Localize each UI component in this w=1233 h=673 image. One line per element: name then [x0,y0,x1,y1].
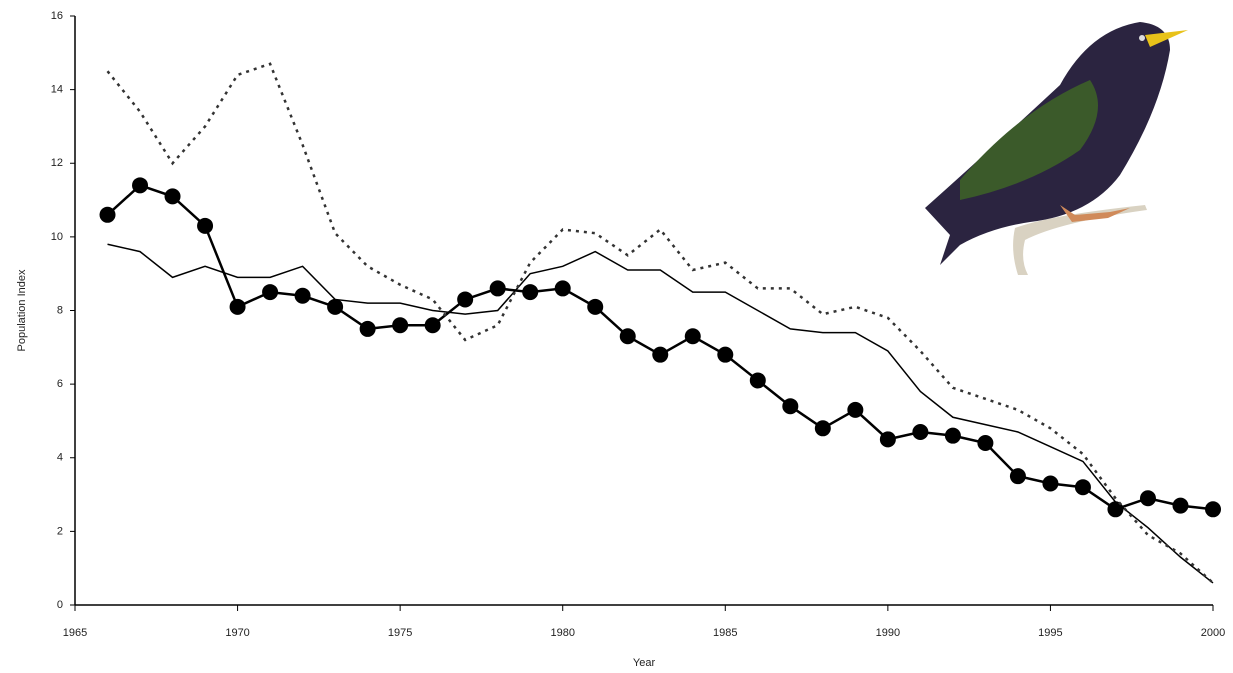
data-point [425,317,441,333]
starling-illustration [925,22,1188,275]
data-point [652,347,668,363]
x-tick-label: 1970 [225,627,249,639]
x-tick-label: 1990 [876,627,900,639]
y-tick-label: 12 [51,157,63,169]
data-point [555,280,571,296]
x-tick-label: 1985 [713,627,737,639]
data-point [945,428,961,444]
y-tick-label: 2 [57,525,63,537]
data-point [880,431,896,447]
data-point [847,402,863,418]
y-tick-label: 0 [57,599,63,611]
data-point [165,188,181,204]
y-tick-label: 4 [57,452,63,464]
x-tick-label: 1995 [1038,627,1062,639]
data-point [1042,476,1058,492]
y-tick-label: 14 [51,84,63,96]
data-point [1205,501,1221,517]
data-point [360,321,376,337]
data-point [750,372,766,388]
data-point [327,299,343,315]
x-axis-label: Year [633,657,656,669]
data-point [392,317,408,333]
data-point [262,284,278,300]
data-point [782,398,798,414]
data-point [1140,490,1156,506]
data-point [230,299,246,315]
y-tick-label: 10 [51,231,63,243]
data-point [295,288,311,304]
y-axis-label: Population Index [16,269,28,351]
data-point [587,299,603,315]
data-point [522,284,538,300]
data-point [912,424,928,440]
data-point [197,218,213,234]
data-point [1075,479,1091,495]
data-point [717,347,733,363]
data-point [490,280,506,296]
data-point [132,177,148,193]
chart: 0 2 4 6 8 10 12 14 16 1965 1970 1975 1980 1985 1990 199… [0,0,1233,673]
x-tick-label: 1980 [550,627,574,639]
y-tick-label: 6 [57,378,63,390]
data-point [457,291,473,307]
data-point [1010,468,1026,484]
data-point [977,435,993,451]
data-point [620,328,636,344]
x-tick-label: 1965 [63,627,87,639]
data-point [100,207,116,223]
data-point [685,328,701,344]
y-tick-label: 8 [57,304,63,316]
x-tick-label: 1975 [388,627,412,639]
data-point [815,420,831,436]
y-tick-label: 16 [51,10,63,22]
x-tick-label: 2000 [1201,627,1225,639]
data-point [1172,498,1188,514]
